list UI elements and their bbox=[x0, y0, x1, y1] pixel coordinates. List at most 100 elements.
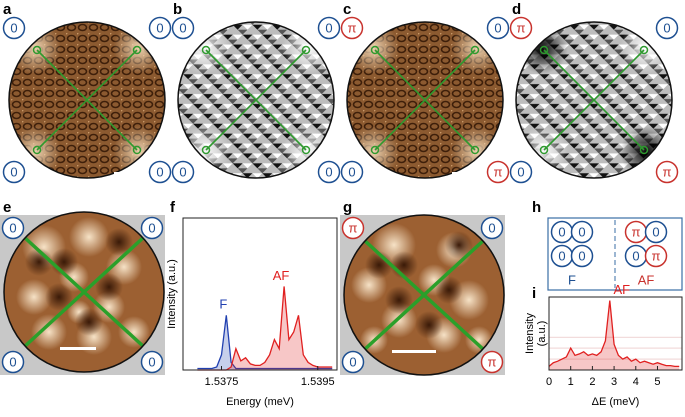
image bbox=[4, 212, 164, 372]
phase-badge bbox=[140, 350, 164, 374]
phase-text: 0 bbox=[348, 164, 355, 179]
phase-text: 0 bbox=[349, 354, 356, 369]
phase-badge bbox=[570, 220, 594, 244]
phase-badge bbox=[655, 160, 679, 184]
phase-badge bbox=[148, 16, 172, 40]
green-line bbox=[36, 49, 138, 151]
phase-text: 0 bbox=[148, 220, 155, 235]
panel-label: e bbox=[3, 199, 11, 216]
image-border bbox=[3, 211, 165, 373]
green-end bbox=[32, 45, 42, 55]
y-axis-label: (a.u.) bbox=[536, 321, 548, 347]
spectrum-line bbox=[197, 286, 333, 371]
phase-text: 0 bbox=[156, 20, 163, 35]
state-label: AF bbox=[638, 272, 655, 287]
x-axis-label: ΔE (meV) bbox=[592, 396, 640, 408]
area-fill bbox=[549, 300, 680, 370]
axis-box bbox=[182, 217, 338, 371]
phase-text: 0 bbox=[652, 224, 659, 239]
axis-box bbox=[548, 296, 683, 371]
x-axis-label: Energy (meV) bbox=[226, 396, 294, 408]
panel-label: d bbox=[512, 1, 521, 18]
phase-badge bbox=[1, 350, 25, 374]
dark-blob bbox=[75, 308, 103, 336]
scale-bar bbox=[452, 172, 496, 175]
image-border bbox=[346, 21, 504, 179]
green-end bbox=[539, 45, 549, 55]
green-end bbox=[639, 45, 649, 55]
area-fill bbox=[197, 286, 333, 370]
phase-badge bbox=[486, 16, 510, 40]
phase-badge bbox=[644, 220, 668, 244]
x-tick-label: 4 bbox=[633, 376, 639, 388]
green-end bbox=[470, 45, 480, 55]
green-end bbox=[32, 145, 42, 155]
phase-text: 0 bbox=[488, 220, 495, 235]
image-border bbox=[343, 214, 505, 376]
green-end bbox=[539, 145, 549, 155]
phase-text: 0 bbox=[558, 248, 565, 263]
phase-text: π bbox=[348, 20, 357, 35]
phase-text: π bbox=[652, 248, 661, 263]
x-tick-label: 5 bbox=[654, 376, 660, 388]
phase-text: π bbox=[488, 354, 497, 369]
blob bbox=[16, 279, 52, 315]
phase-badge bbox=[1, 216, 25, 240]
phase-badge bbox=[655, 16, 679, 40]
phase-badge bbox=[486, 160, 510, 184]
green-end bbox=[301, 45, 311, 55]
green-end bbox=[301, 145, 311, 155]
phase-text: π bbox=[663, 164, 672, 179]
phase-text: 0 bbox=[179, 164, 186, 179]
panel-label: a bbox=[3, 1, 12, 18]
blob bbox=[69, 217, 109, 257]
green-end bbox=[201, 145, 211, 155]
phase-badge bbox=[340, 16, 364, 40]
dark-blob bbox=[45, 283, 73, 311]
green-line bbox=[374, 49, 476, 151]
phase-text: 0 bbox=[494, 20, 501, 35]
x-tick-label: 1 bbox=[568, 376, 574, 388]
phase-badge bbox=[317, 160, 341, 184]
area-fill bbox=[197, 315, 333, 370]
phase-text: 0 bbox=[148, 354, 155, 369]
phase-badge bbox=[341, 216, 365, 240]
green-end bbox=[201, 45, 211, 55]
image bbox=[344, 215, 504, 375]
state-label: F bbox=[568, 272, 576, 287]
panel-label: g bbox=[343, 199, 352, 216]
spectrum-line bbox=[197, 315, 333, 370]
green-line bbox=[543, 49, 645, 151]
phase-text: 0 bbox=[10, 164, 17, 179]
phase-badge bbox=[148, 160, 172, 184]
x-tick-label: 2 bbox=[589, 376, 595, 388]
dark-blob bbox=[445, 231, 473, 259]
phase-text: π bbox=[632, 224, 641, 239]
phase-badge bbox=[317, 16, 341, 40]
green-end bbox=[370, 145, 380, 155]
image-border bbox=[8, 21, 166, 179]
dark-blob bbox=[415, 311, 443, 339]
image-border bbox=[177, 21, 335, 179]
dark-blob bbox=[435, 276, 463, 304]
x-tick-label: 1.5375 bbox=[205, 376, 239, 388]
panel-label: b bbox=[173, 1, 182, 18]
panel-label: c bbox=[343, 1, 351, 18]
phase-badge bbox=[570, 244, 594, 268]
phase-badge bbox=[340, 160, 364, 184]
phase-badge bbox=[171, 160, 195, 184]
phase-badge bbox=[2, 160, 26, 184]
spectrum-line bbox=[548, 300, 680, 368]
green-end bbox=[370, 45, 380, 55]
phase-text: π bbox=[494, 164, 503, 179]
panel-label: h bbox=[532, 199, 541, 216]
phase-text: 0 bbox=[558, 224, 565, 239]
scale-bar bbox=[60, 347, 96, 350]
phase-badge bbox=[509, 16, 533, 40]
x-tick-label: 1.5395 bbox=[301, 376, 335, 388]
phase-text: 0 bbox=[9, 220, 16, 235]
green-end bbox=[132, 145, 142, 155]
series-label: AF bbox=[613, 282, 630, 297]
panel-label: i bbox=[532, 285, 536, 302]
